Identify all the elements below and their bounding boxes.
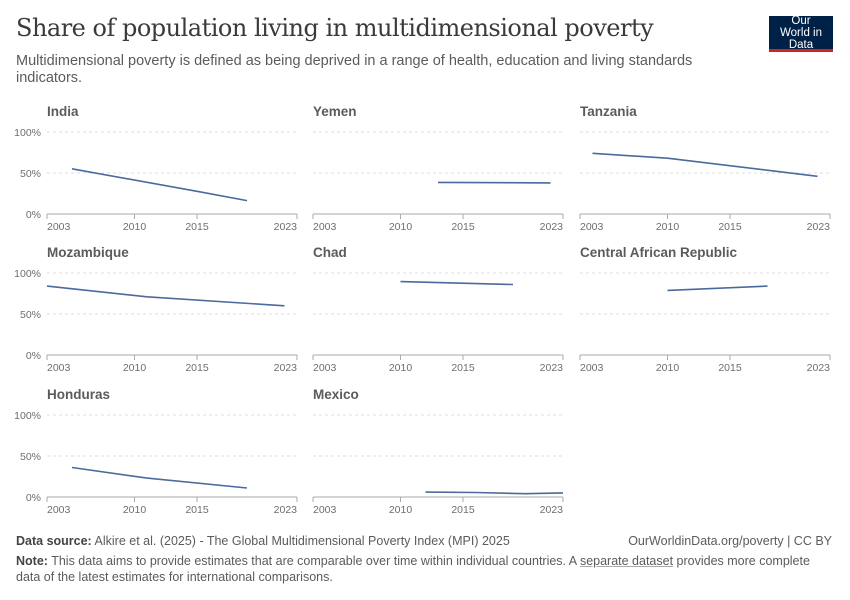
x-tick-label: 2003 [313,221,337,233]
panel-title: Mozambique [47,245,129,260]
series-line-central-african-republic [667,285,768,292]
chart-title: Share of population living in multidimen… [16,14,654,42]
x-tick-label: 2023 [274,362,298,374]
source-text: Alkire et al. (2025) - The Global Multid… [94,534,510,548]
x-tick-label: 2023 [807,362,831,374]
y-tick-label: 50% [20,451,41,463]
x-tick-label: 2010 [123,362,147,374]
panel-title: Central African Republic [580,245,738,260]
x-tick-label: 2015 [185,362,209,374]
x-tick-label: 2023 [540,362,564,374]
x-tick-label: 2015 [185,221,209,233]
source-label: Data source: [16,534,92,548]
y-tick-label: 100% [14,410,41,422]
y-tick-label: 50% [20,168,41,180]
data-source: Data source: Alkire et al. (2025) - The … [16,533,510,549]
x-tick-label: 2023 [807,221,831,233]
logo-text: Our World in Data [780,14,822,51]
x-tick-label: 2023 [274,221,298,233]
y-tick-label: 0% [26,350,41,362]
x-tick-label: 2010 [389,362,413,374]
panel-title: India [47,104,79,119]
x-tick-label: 2010 [389,504,413,516]
note-text-end: provides more complete data of the lates… [16,554,810,584]
x-tick-label: 2003 [47,362,71,374]
x-tick-label: 2015 [718,221,742,233]
series-line-chad [400,280,514,286]
x-tick-label: 2010 [123,221,147,233]
y-tick-label: 50% [20,309,41,321]
series-line-yemen [437,181,551,184]
source-url[interactable]: OurWorldinData.org/poverty | CC BY [628,534,832,548]
y-tick-label: 100% [14,268,41,280]
series-line-tanzania [592,152,818,178]
series-line-honduras [71,466,248,489]
x-tick-label: 2023 [540,504,564,516]
x-tick-label: 2003 [580,362,604,374]
series-line-india [71,168,248,202]
series-line-mozambique [46,285,285,307]
chart-subtitle: Multidimensional poverty is defined as b… [16,53,693,86]
x-tick-label: 2015 [451,362,475,374]
x-tick-label: 2003 [313,362,337,374]
x-tick-label: 2010 [123,504,147,516]
panel-title: Tanzania [580,104,637,119]
y-tick-label: 0% [26,209,41,221]
panel-title: Yemen [313,104,357,119]
panel-title: Chad [313,245,347,260]
x-tick-label: 2010 [656,221,680,233]
series-line-mexico [425,491,564,495]
x-tick-label: 2010 [656,362,680,374]
x-tick-label: 2015 [451,504,475,516]
y-tick-label: 0% [26,492,41,504]
x-tick-label: 2003 [47,221,71,233]
y-tick-label: 100% [14,127,41,139]
note-text: This data aims to provide estimates that… [51,554,580,568]
x-tick-label: 2023 [540,221,564,233]
x-tick-label: 2015 [718,362,742,374]
x-tick-label: 2023 [274,504,298,516]
x-tick-label: 2015 [185,504,209,516]
note-label: Note: [16,554,48,568]
owid-logo[interactable]: Our World in Data [769,14,833,52]
note: Note: This data aims to provide estimate… [16,553,816,585]
panel-title: Mexico [313,387,359,402]
x-tick-label: 2003 [47,504,71,516]
x-tick-label: 2015 [451,221,475,233]
panel-title: Honduras [47,387,110,402]
x-tick-label: 2003 [580,221,604,233]
x-tick-label: 2010 [389,221,413,233]
x-tick-label: 2003 [313,504,337,516]
separate-dataset-link[interactable]: separate dataset [579,554,674,568]
